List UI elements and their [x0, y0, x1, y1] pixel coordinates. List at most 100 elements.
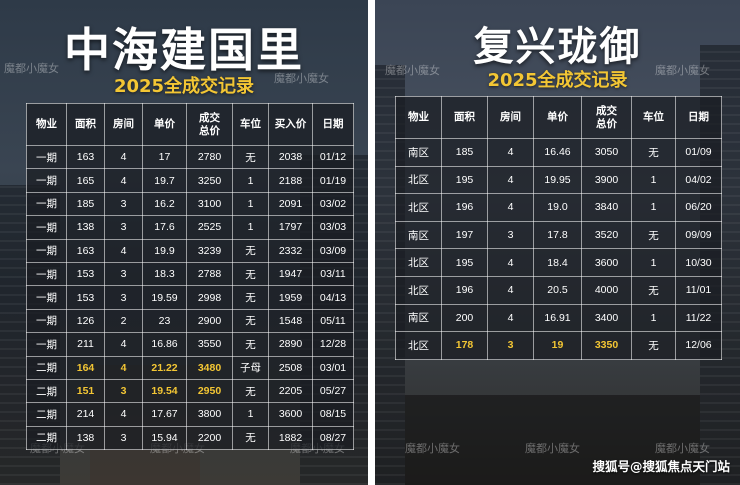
table-cell: 1: [631, 193, 676, 222]
table-row: 南区 197 3 17.8 3520 无 09/09: [395, 220, 722, 250]
table-cell: 一期: [26, 144, 67, 170]
table-row: 二期 151 3 19.54 2950 无 2205 05/27: [26, 378, 354, 404]
table-cell: 二期: [26, 425, 67, 451]
column-header: 物业: [26, 103, 67, 146]
table-cell: 无: [232, 144, 269, 170]
background-building: [405, 395, 700, 485]
table-cell: 2200: [186, 425, 233, 451]
table-cell: 214: [66, 402, 105, 427]
table-cell: 163: [66, 144, 105, 170]
table-cell: 2: [104, 308, 143, 334]
table-cell: 2998: [186, 285, 233, 310]
table-cell: 4: [104, 332, 143, 357]
table-cell: 北区: [395, 248, 442, 277]
right-subtitle: 2025全成交记录: [487, 70, 628, 91]
table-row: 北区 178 3 19 3350 无 12/06: [395, 331, 722, 360]
table-cell: 3250: [186, 168, 233, 193]
table-cell: 09/09: [675, 220, 722, 250]
table-cell: 3050: [581, 138, 632, 167]
table-cell: 1: [631, 165, 676, 195]
table-row: 北区 195 4 18.4 3600 1 10/30: [395, 248, 722, 277]
table-cell: 12/28: [312, 332, 354, 357]
table-cell: 北区: [395, 331, 442, 360]
table-cell: 01/19: [312, 168, 354, 193]
table-cell: 2332: [268, 238, 313, 263]
column-header: 成交 总价: [581, 96, 632, 139]
table-cell: 1: [232, 215, 269, 240]
table-cell: 19.95: [533, 165, 582, 195]
table-cell: 19.7: [142, 168, 187, 193]
right-title: 复兴珑御: [473, 24, 642, 70]
table-cell: 4: [104, 402, 143, 427]
table-cell: 3100: [186, 191, 233, 217]
table-cell: 196: [441, 275, 488, 305]
table-cell: 4: [487, 165, 534, 195]
table-cell: 3: [487, 331, 534, 360]
table-cell: 08/27: [312, 425, 354, 451]
table-row: 一期 153 3 18.3 2788 无 1947 03/11: [26, 261, 354, 287]
left-title: 中海建国里: [64, 23, 304, 77]
table-row: 一期 185 3 16.2 3100 1 2091 03/02: [26, 191, 354, 217]
table-cell: 03/01: [312, 355, 354, 380]
table-cell: 138: [66, 425, 105, 451]
right-panel: 复兴珑御 2025全成交记录 魔都小魔女 魔都小魔女 魔都小魔女 魔都小魔女 魔…: [375, 0, 740, 485]
column-header: 面积: [441, 96, 488, 139]
column-header: 房间: [487, 96, 534, 139]
table-cell: 12/06: [675, 331, 722, 360]
table-cell: 211: [66, 332, 105, 357]
watermark: 魔都小魔女: [4, 62, 59, 75]
table-cell: 16.2: [142, 191, 187, 217]
table-row: 北区 196 4 20.5 4000 无 11/01: [395, 275, 722, 305]
table-cell: 无: [631, 275, 676, 305]
table-cell: 2188: [268, 168, 313, 193]
table-cell: 4: [487, 193, 534, 222]
table-row: 二期 164 4 21.22 3480 子母 2508 03/01: [26, 355, 354, 380]
table-cell: 北区: [395, 275, 442, 305]
table-cell: 南区: [395, 220, 442, 250]
column-header: 买入价: [268, 103, 313, 146]
table-cell: 2038: [268, 144, 313, 170]
table-cell: 195: [441, 248, 488, 277]
table-cell: 北区: [395, 193, 442, 222]
table-cell: 无: [232, 332, 269, 357]
table-cell: 20.5: [533, 275, 582, 305]
table-cell: 18.4: [533, 248, 582, 277]
table-cell: 无: [631, 220, 676, 250]
table-cell: 子母: [232, 355, 269, 380]
table-row: 一期 163 4 19.9 3239 无 2332 03/09: [26, 238, 354, 263]
table-row: 一期 153 3 19.59 2998 无 1959 04/13: [26, 285, 354, 310]
table-cell: 1: [631, 303, 676, 333]
table-cell: 2780: [186, 144, 233, 170]
table-cell: 15.94: [142, 425, 187, 451]
table-cell: 3: [104, 425, 143, 451]
table-cell: 3: [104, 261, 143, 287]
table-cell: 1: [232, 168, 269, 193]
watermark: 魔都小魔女: [525, 442, 580, 455]
table-cell: 01/09: [675, 138, 722, 167]
table-cell: 08/15: [312, 402, 354, 427]
table-cell: 4: [104, 168, 143, 193]
table-cell: 4: [104, 238, 143, 263]
table-cell: 3600: [581, 248, 632, 277]
table-cell: 4: [487, 138, 534, 167]
table-cell: 一期: [26, 215, 67, 240]
table-cell: 11/01: [675, 275, 722, 305]
table-cell: 126: [66, 308, 105, 334]
table-cell: 3: [104, 215, 143, 240]
table-cell: 05/11: [312, 308, 354, 334]
table-cell: 一期: [26, 332, 67, 357]
table-cell: 19.9: [142, 238, 187, 263]
table-cell: 3520: [581, 220, 632, 250]
table-row: 南区 200 4 16.91 3400 1 11/22: [395, 303, 722, 333]
table-cell: 南区: [395, 303, 442, 333]
table-cell: 163: [66, 238, 105, 263]
table-cell: 178: [441, 331, 488, 360]
table-cell: 1: [631, 248, 676, 277]
watermark: 魔都小魔女: [655, 442, 710, 455]
table-row: 一期 211 4 16.86 3550 无 2890 12/28: [26, 332, 354, 357]
watermark: 魔都小魔女: [655, 64, 710, 77]
column-header: 成交 总价: [186, 103, 233, 146]
column-header: 车位: [631, 96, 676, 139]
table-cell: 二期: [26, 378, 67, 404]
column-header: 房间: [104, 103, 143, 146]
